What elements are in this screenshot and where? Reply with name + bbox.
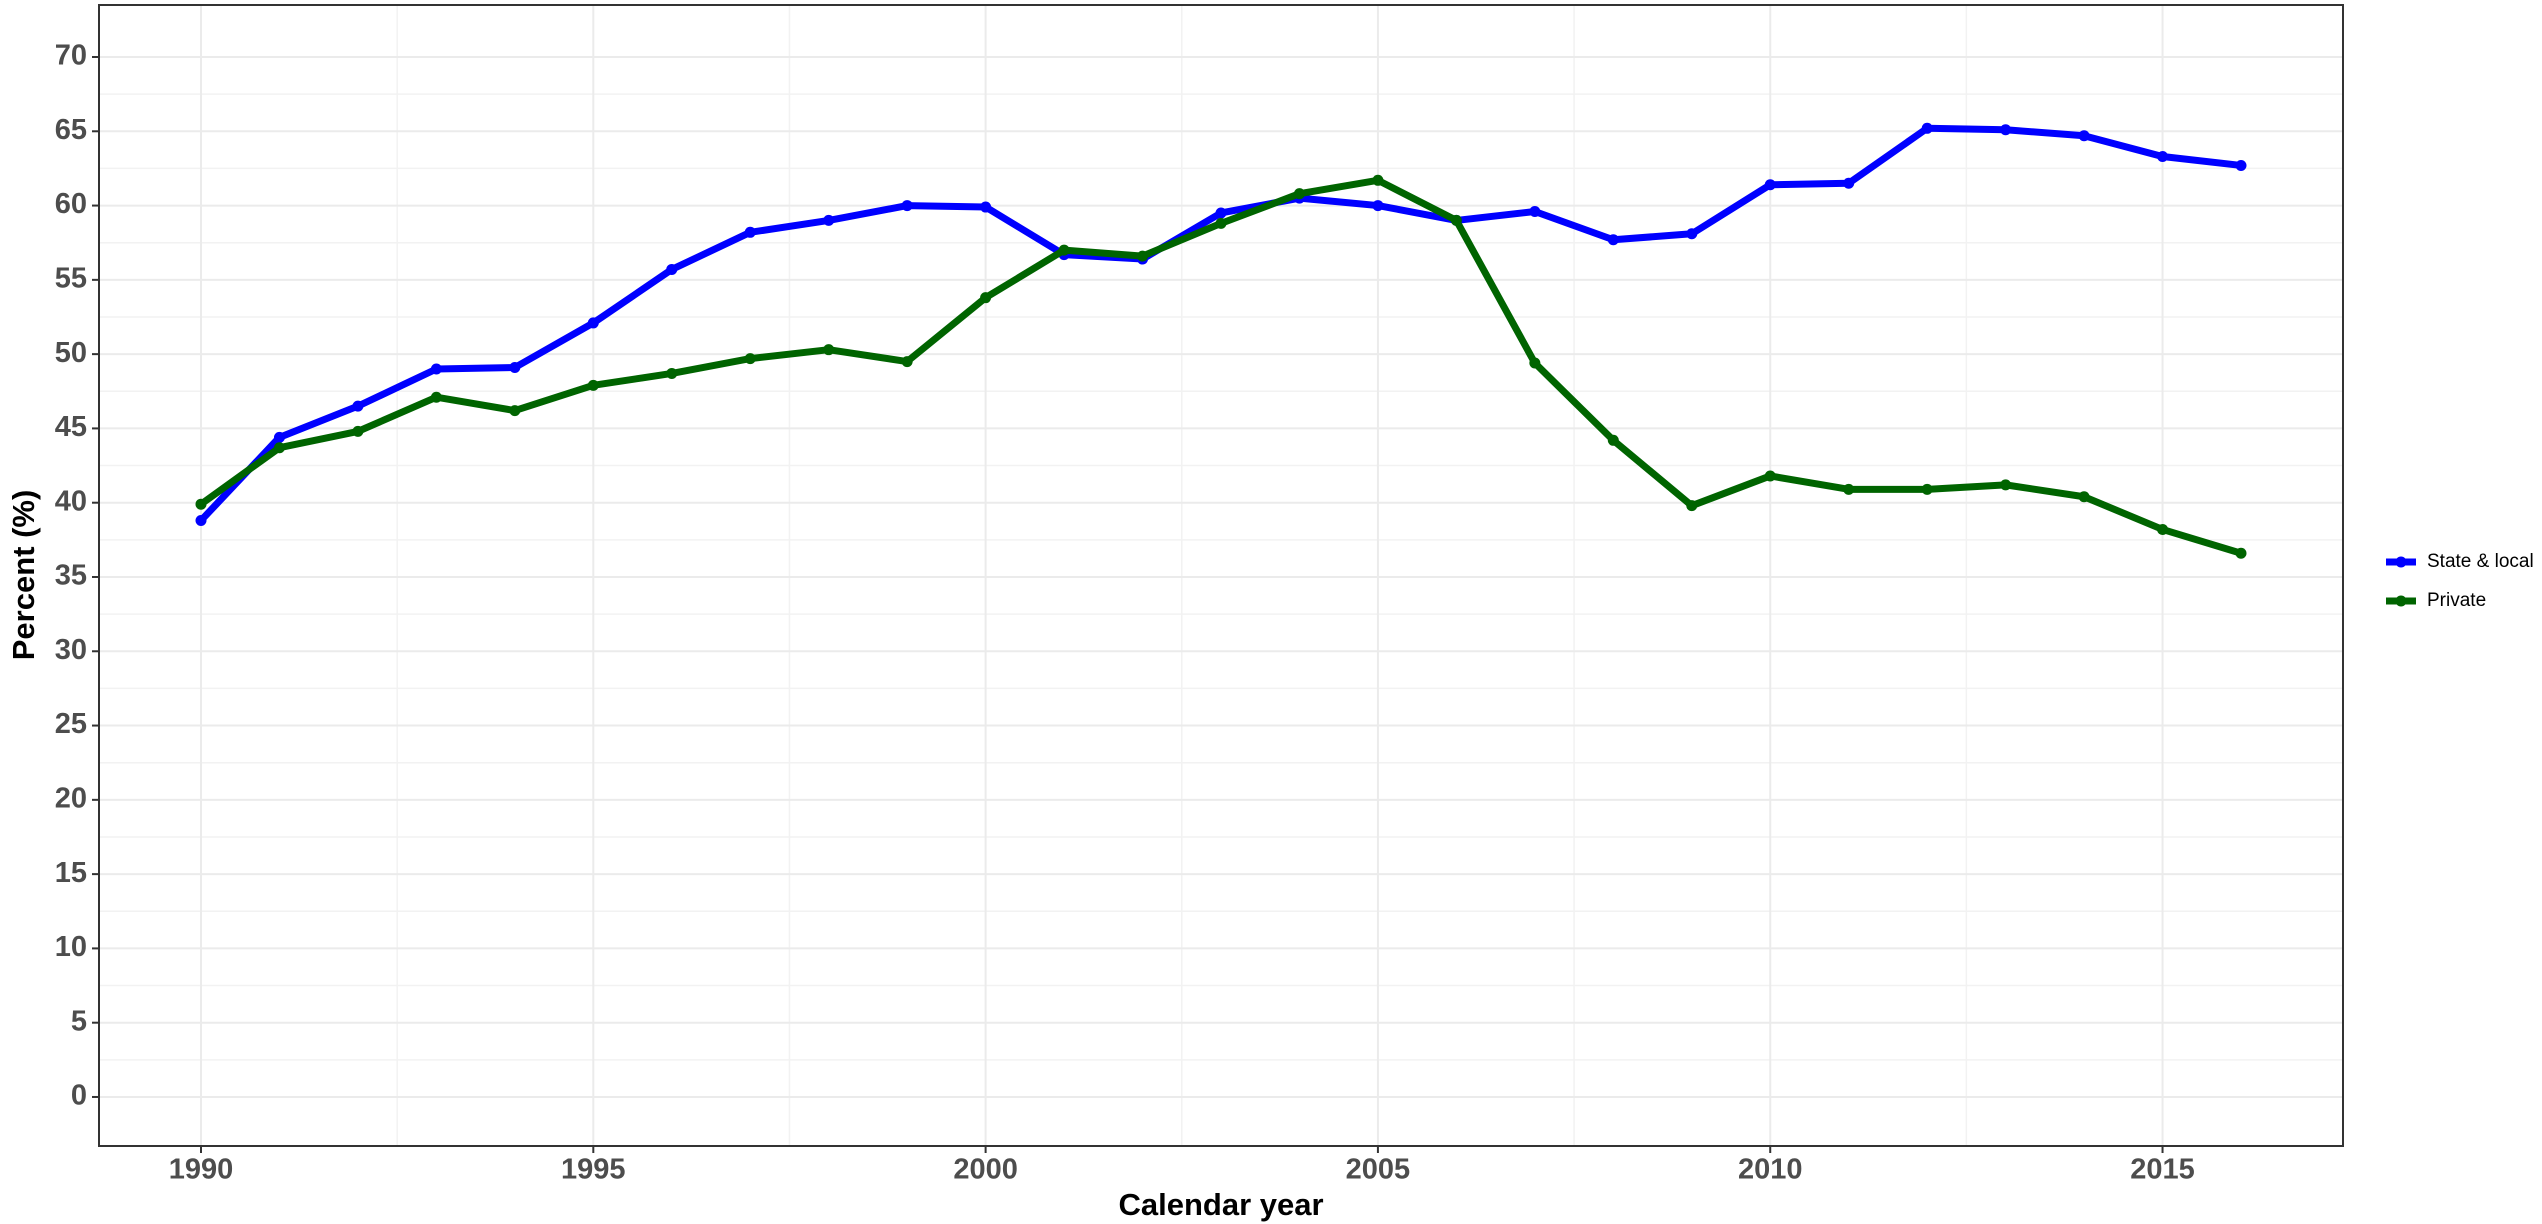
data-point (1921, 483, 1933, 495)
data-point (744, 353, 756, 365)
data-point (823, 344, 835, 356)
data-point (2078, 130, 2090, 142)
data-point (1843, 483, 1855, 495)
data-point (666, 367, 678, 379)
legend-label: State & local (2427, 551, 2534, 572)
data-point (1293, 188, 1305, 200)
data-point (823, 214, 835, 226)
y-tick-label: 40 (55, 485, 87, 517)
y-tick-label: 50 (55, 337, 87, 369)
data-point (901, 356, 913, 368)
x-tick-label: 1990 (169, 1154, 234, 1186)
y-tick-label: 5 (71, 1005, 87, 1037)
y-tick-label: 30 (55, 634, 87, 666)
y-tick-label: 55 (55, 263, 87, 295)
legend-key-point (2395, 595, 2407, 607)
data-point (1450, 214, 1462, 226)
data-point (273, 431, 285, 443)
data-point (2157, 523, 2169, 535)
x-tick-label: 2000 (953, 1154, 1018, 1186)
data-point (744, 226, 756, 238)
data-point (1921, 122, 1933, 134)
data-point (1058, 244, 1070, 256)
legend-key-point (2395, 556, 2407, 568)
y-tick-label: 20 (55, 782, 87, 814)
data-point (352, 400, 364, 412)
data-point (430, 391, 442, 403)
data-point (2000, 479, 2012, 491)
data-point (587, 379, 599, 391)
data-point (2235, 547, 2247, 559)
data-point (980, 201, 992, 213)
data-point (195, 498, 207, 510)
data-point (980, 292, 992, 304)
y-tick-label: 60 (55, 188, 87, 220)
y-tick-label: 0 (71, 1080, 87, 1112)
y-tick-label: 10 (55, 931, 87, 963)
data-point (1529, 206, 1541, 218)
y-tick-label: 70 (55, 40, 87, 72)
data-point (1607, 434, 1619, 446)
data-point (195, 515, 207, 527)
x-tick-label: 2005 (1346, 1154, 1411, 1186)
data-point (1686, 228, 1698, 240)
data-point (2235, 159, 2247, 171)
data-point (1372, 174, 1384, 186)
data-point (1843, 177, 1855, 189)
y-tick-label: 15 (55, 857, 87, 889)
y-axis-title: Percent (%) (6, 490, 41, 661)
data-point (352, 425, 364, 437)
data-point (1529, 357, 1541, 369)
data-point (1215, 207, 1227, 219)
x-axis-title: Calendar year (1118, 1187, 1323, 1222)
legend-label: Private (2427, 590, 2486, 611)
data-point (901, 200, 913, 212)
data-point (1372, 200, 1384, 212)
data-point (1764, 470, 1776, 482)
data-point (1137, 250, 1149, 262)
plot-border (98, 4, 2344, 1147)
data-point (273, 442, 285, 454)
data-point (2157, 151, 2169, 163)
data-point (666, 263, 678, 275)
data-point (1607, 234, 1619, 246)
data-point (509, 405, 521, 417)
data-point (587, 317, 599, 329)
y-tick-label: 45 (55, 411, 87, 443)
data-point (509, 362, 521, 374)
y-tick-label: 35 (55, 560, 87, 592)
x-tick-label: 2010 (1738, 1154, 1803, 1186)
data-point (2000, 124, 2012, 136)
data-point (1215, 217, 1227, 229)
data-point (430, 363, 442, 375)
y-tick-label: 65 (55, 114, 87, 146)
data-point (1686, 500, 1698, 512)
x-tick-label: 1995 (561, 1154, 626, 1186)
data-point (2078, 491, 2090, 503)
data-point (1764, 179, 1776, 191)
y-tick-label: 25 (55, 708, 87, 740)
x-tick-label: 2015 (2130, 1154, 2195, 1186)
